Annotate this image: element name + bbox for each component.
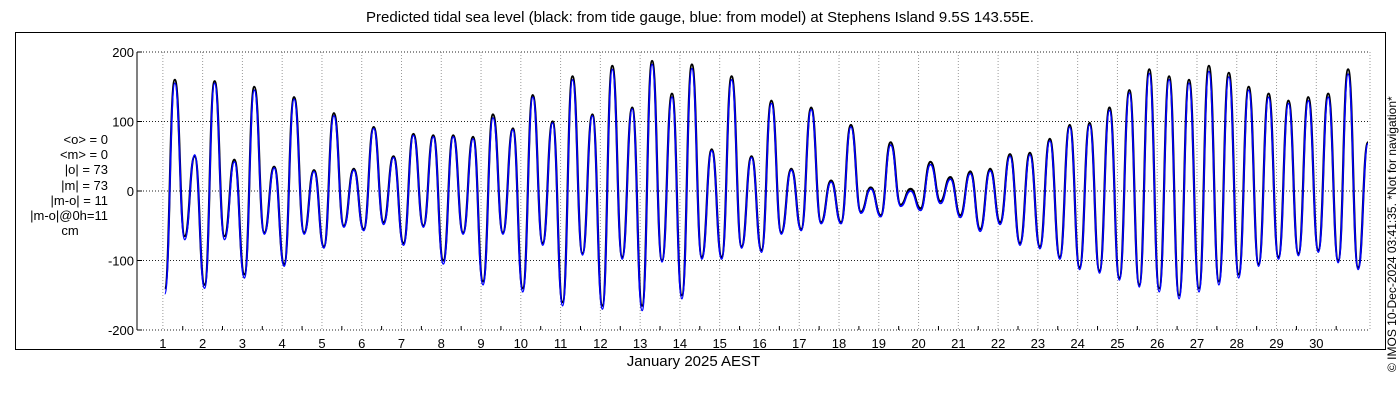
x-tick-label: 5 xyxy=(318,336,325,351)
axes xyxy=(136,51,1337,331)
x-tick-label: 17 xyxy=(792,336,806,351)
statistics-panel: <o> = 0 <m> = 0 |o| = 73 |m| = 73 |m-o| … xyxy=(12,132,108,238)
x-tick-label: 3 xyxy=(239,336,246,351)
x-tick-label: 28 xyxy=(1230,336,1244,351)
x-tick-label: 20 xyxy=(911,336,925,351)
stat-abs-model: |m| = 73 xyxy=(61,177,108,193)
x-tick-label: 2 xyxy=(199,336,206,351)
x-tick-label: 26 xyxy=(1150,336,1164,351)
x-tick-label: 7 xyxy=(398,336,405,351)
x-tick-label: 11 xyxy=(554,336,568,351)
x-tick-label: 29 xyxy=(1269,336,1283,351)
stat-abs-observed: |o| = 73 xyxy=(64,162,108,178)
x-tick-label: 13 xyxy=(633,336,647,351)
x-tick-label: 19 xyxy=(872,336,886,351)
x-tick-label: 27 xyxy=(1190,336,1204,351)
chart-title: Predicted tidal sea level (black: from t… xyxy=(366,9,1034,26)
x-tick-label: 4 xyxy=(279,336,286,351)
x-tick-label: 12 xyxy=(593,336,607,351)
y-tick-label: 0 xyxy=(127,184,134,199)
x-tick-label: 18 xyxy=(832,336,846,351)
x-tick-label: 8 xyxy=(438,336,445,351)
x-tick-label: 21 xyxy=(951,336,965,351)
x-tick-label: 30 xyxy=(1309,336,1323,351)
stat-mean-observed: <o> = 0 xyxy=(63,132,108,147)
stat-abs-difference-0h: |m-o|@0h=11 xyxy=(30,208,108,224)
x-tick-label: 24 xyxy=(1070,336,1084,351)
stat-mean-model: <m> = 0 xyxy=(59,147,108,163)
x-tick-label: 22 xyxy=(991,336,1005,351)
x-tick-label: 25 xyxy=(1110,336,1124,351)
x-tick-label: 10 xyxy=(514,336,528,351)
y-tick-label: 100 xyxy=(112,115,134,130)
y-tick-labels: -200 -100 0 100 200 xyxy=(108,45,134,338)
y-tick-label: -100 xyxy=(108,254,134,269)
x-tick-label: 14 xyxy=(673,336,687,351)
x-tick-label: 6 xyxy=(358,336,365,351)
x-tick-label: 15 xyxy=(712,336,726,351)
x-tick-labels: 1 2 3 4 5 6 7 8 9 10 11 12 13 14 15 16 17 18 19 20 21 22 23 24 2… xyxy=(159,336,1323,351)
x-tick-label: 9 xyxy=(477,336,484,351)
x-axis-label: January 2025 AEST xyxy=(627,353,760,370)
series-lines xyxy=(163,59,1370,312)
x-tick-label: 1 xyxy=(159,336,166,351)
stat-unit: cm xyxy=(61,223,79,239)
x-tick-label: 16 xyxy=(752,336,766,351)
x-tick-label: 23 xyxy=(1031,336,1045,351)
stat-abs-difference: |m-o| = 11 xyxy=(50,192,108,208)
figure-frame xyxy=(15,32,1386,350)
y-tick-label: 200 xyxy=(112,45,134,60)
series-line-model xyxy=(164,63,1369,312)
y-tick-label: -200 xyxy=(108,323,134,338)
